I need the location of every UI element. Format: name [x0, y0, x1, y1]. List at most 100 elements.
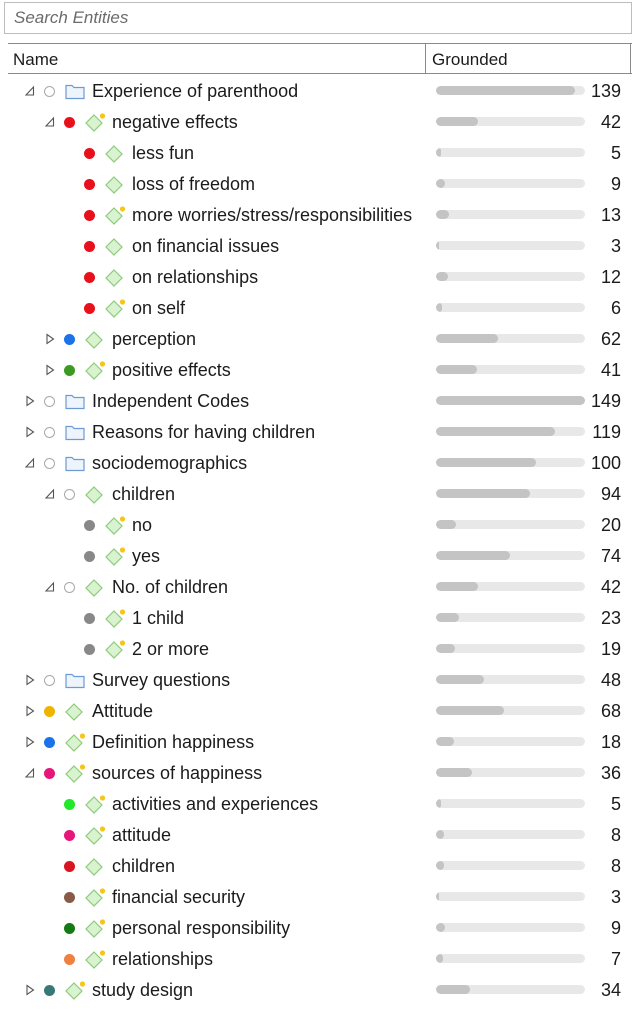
grounded-bar-fill: [436, 241, 439, 250]
collapse-toggle-icon[interactable]: [25, 85, 35, 97]
tree-row[interactable]: No. of children 42: [0, 572, 635, 603]
row-label: No. of children: [112, 577, 229, 597]
collapse-toggle-icon[interactable]: [45, 581, 55, 593]
grounded-bar: [436, 830, 585, 839]
grounded-count: 9: [610, 174, 621, 194]
tree-row[interactable]: more worries/stress/responsibilities 13: [0, 200, 635, 231]
tree-row[interactable]: 2 or more 19: [0, 634, 635, 665]
color-dot-icon: [64, 799, 75, 810]
tree-row[interactable]: children 94: [0, 479, 635, 510]
color-dot-icon: [84, 520, 95, 531]
collapse-toggle-icon[interactable]: [45, 116, 55, 128]
row-label: Independent Codes: [92, 391, 250, 411]
grounded-bar: [436, 334, 585, 343]
grounded-count: 139: [590, 81, 621, 101]
tree-row[interactable]: sources of happiness 36: [0, 758, 635, 789]
expand-toggle-icon[interactable]: [25, 705, 35, 717]
tree-row[interactable]: Survey questions 48: [0, 665, 635, 696]
tree-row[interactable]: activities and experiences 5: [0, 789, 635, 820]
color-dot-icon: [64, 117, 75, 128]
grounded-bar-fill: [436, 396, 585, 405]
grounded-bar-fill: [436, 954, 443, 963]
code-icon: [104, 639, 126, 659]
tree-row[interactable]: loss of freedom 9: [0, 169, 635, 200]
grounded-bar: [436, 644, 585, 653]
row-label: activities and experiences: [112, 794, 319, 814]
tree-row[interactable]: on financial issues 3: [0, 231, 635, 262]
grounded-count: 68: [600, 701, 621, 721]
code-icon: [84, 329, 106, 349]
code-icon: [84, 577, 106, 597]
grounded-bar: [436, 520, 585, 529]
tree-row[interactable]: perception 62: [0, 324, 635, 355]
grounded-bar-fill: [436, 923, 445, 932]
search-box[interactable]: [4, 2, 632, 34]
tree-row[interactable]: study design 34: [0, 975, 635, 1006]
tree-row[interactable]: Experience of parenthood 139: [0, 76, 635, 107]
code-icon: [104, 515, 126, 535]
grounded-bar-fill: [436, 489, 530, 498]
code-icon: [84, 856, 106, 876]
tree-row[interactable]: Independent Codes 149: [0, 386, 635, 417]
collapse-toggle-icon[interactable]: [25, 457, 35, 469]
tree-row[interactable]: Definition happiness 18: [0, 727, 635, 758]
grounded-bar-fill: [436, 644, 455, 653]
code-icon: [84, 112, 106, 132]
code-icon: [104, 267, 126, 287]
collapse-toggle-icon[interactable]: [25, 767, 35, 779]
tree-row[interactable]: positive effects 41: [0, 355, 635, 386]
grounded-bar-fill: [436, 582, 478, 591]
row-label: less fun: [132, 143, 195, 163]
tree-row[interactable]: Attitude 68: [0, 696, 635, 727]
tree-row[interactable]: sociodemographics 100: [0, 448, 635, 479]
expand-toggle-icon[interactable]: [45, 333, 55, 345]
grounded-bar: [436, 954, 585, 963]
row-label: positive effects: [112, 360, 231, 380]
tree-row[interactable]: less fun 5: [0, 138, 635, 169]
row-label: Attitude: [92, 701, 154, 721]
tree-row[interactable]: negative effects 42: [0, 107, 635, 138]
grounded-column-header[interactable]: Grounded: [426, 44, 631, 73]
grounded-bar-fill: [436, 892, 439, 901]
row-label: more worries/stress/responsibilities: [132, 205, 413, 225]
name-column-header[interactable]: Name: [8, 44, 426, 73]
tree-row[interactable]: attitude 8: [0, 820, 635, 851]
tree-row[interactable]: 1 child 23: [0, 603, 635, 634]
color-dot-icon: [84, 148, 95, 159]
collapse-toggle-icon[interactable]: [45, 488, 55, 500]
grounded-bar-fill: [436, 675, 484, 684]
row-label: personal responsibility: [112, 918, 291, 938]
expand-toggle-icon[interactable]: [25, 395, 35, 407]
row-label: sociodemographics: [92, 453, 248, 473]
tree-row[interactable]: on self 6: [0, 293, 635, 324]
grounded-count: 7: [610, 949, 621, 969]
tree-row[interactable]: relationships 7: [0, 944, 635, 975]
expand-toggle-icon[interactable]: [25, 736, 35, 748]
tree-row[interactable]: no 20: [0, 510, 635, 541]
tree-row[interactable]: financial security 3: [0, 882, 635, 913]
color-dot-icon: [44, 737, 55, 748]
grounded-count: 5: [610, 143, 621, 163]
expand-toggle-icon[interactable]: [45, 364, 55, 376]
tree-row[interactable]: yes 74: [0, 541, 635, 572]
folder-icon: [64, 670, 86, 690]
expand-toggle-icon[interactable]: [25, 674, 35, 686]
column-header: Name Grounded: [8, 43, 632, 74]
code-icon: [84, 794, 106, 814]
grounded-count: 100: [590, 453, 621, 473]
grounded-count: 12: [600, 267, 621, 287]
color-dot-icon: [84, 644, 95, 655]
code-icon: [84, 887, 106, 907]
tree-row[interactable]: children 8: [0, 851, 635, 882]
expand-toggle-icon[interactable]: [25, 984, 35, 996]
grounded-bar: [436, 551, 585, 560]
expand-toggle-icon[interactable]: [25, 426, 35, 438]
tree-row[interactable]: Reasons for having children 119: [0, 417, 635, 448]
search-input[interactable]: [5, 3, 631, 33]
code-icon: [84, 360, 106, 380]
grounded-bar-fill: [436, 737, 454, 746]
code-icon: [104, 608, 126, 628]
tree-row[interactable]: personal responsibility 9: [0, 913, 635, 944]
grounded-bar-fill: [436, 861, 444, 870]
tree-row[interactable]: on relationships 12: [0, 262, 635, 293]
